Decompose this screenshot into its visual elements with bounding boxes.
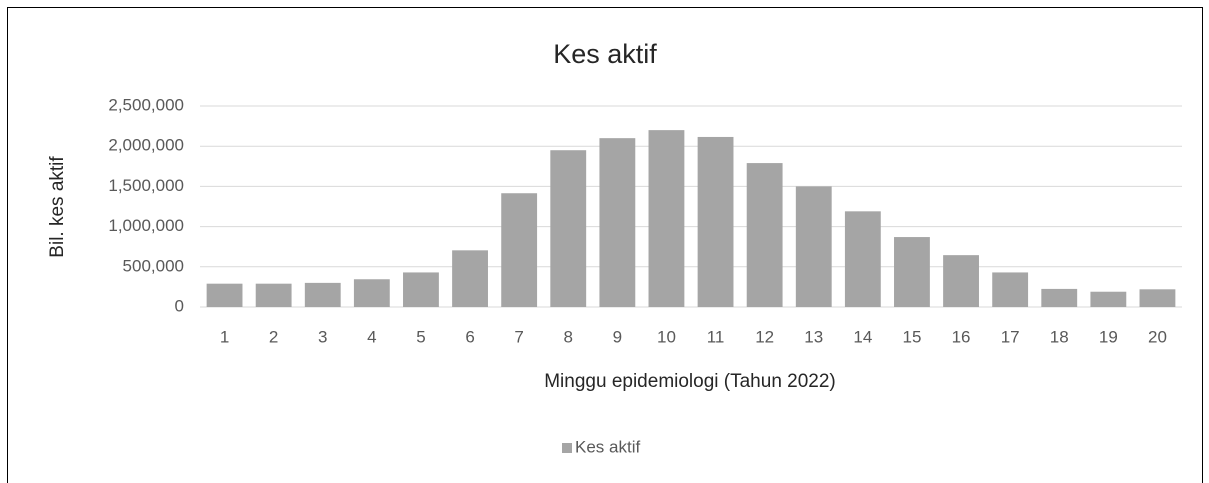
x-tick-label: 12 <box>755 327 774 346</box>
y-tick-label: 1,500,000 <box>108 176 184 195</box>
chart-title: Kes aktif <box>553 39 657 69</box>
x-axis-title: Minggu epidemiologi (Tahun 2022) <box>544 371 836 392</box>
y-tick-label: 2,500,000 <box>108 95 184 114</box>
y-tick-label: 0 <box>175 296 184 315</box>
bar <box>992 272 1029 307</box>
bar <box>550 150 587 307</box>
bar <box>206 283 243 307</box>
bar <box>599 138 636 307</box>
x-tick-label: 16 <box>952 327 971 346</box>
bar <box>501 193 538 307</box>
bar <box>746 163 783 307</box>
legend-swatch <box>562 443 572 453</box>
x-tick-label: 14 <box>853 327 872 346</box>
bar <box>943 255 979 307</box>
x-tick-label: 20 <box>1148 327 1167 346</box>
y-tick-label: 500,000 <box>123 256 184 275</box>
bar <box>795 186 832 307</box>
x-tick-label: 4 <box>367 327 376 346</box>
x-tick-label: 8 <box>564 327 573 346</box>
y-tick-label: 1,000,000 <box>108 216 184 235</box>
bar <box>1041 288 1078 307</box>
x-tick-label: 13 <box>804 327 823 346</box>
bar <box>255 283 292 307</box>
bar <box>353 279 390 307</box>
x-tick-label: 18 <box>1050 327 1069 346</box>
x-tick-label: 2 <box>269 327 278 346</box>
bar <box>403 272 439 307</box>
x-tick-label: 9 <box>613 327 622 346</box>
x-tick-label: 15 <box>902 327 921 346</box>
x-tick-label: 19 <box>1099 327 1118 346</box>
bar <box>697 136 734 307</box>
x-tick-label: 3 <box>318 327 327 346</box>
x-tick-label: 17 <box>1001 327 1020 346</box>
bar <box>1139 289 1176 307</box>
legend-label: Kes aktif <box>575 437 640 456</box>
bar <box>304 282 341 307</box>
bar <box>452 250 488 307</box>
bar <box>1090 291 1127 307</box>
x-tick-label: 11 <box>707 327 725 346</box>
x-tick-label: 1 <box>220 327 229 346</box>
x-tick-label: 6 <box>465 327 474 346</box>
x-tick-label: 5 <box>416 327 425 346</box>
x-tick-label: 10 <box>657 327 676 346</box>
bar <box>648 130 685 307</box>
chart-frame <box>7 7 1203 483</box>
bar <box>894 237 930 307</box>
y-tick-label: 2,000,000 <box>108 136 184 155</box>
y-axis-title: Bil. kes aktif <box>47 156 68 258</box>
x-tick-label: 7 <box>514 327 523 346</box>
bar <box>844 211 881 307</box>
